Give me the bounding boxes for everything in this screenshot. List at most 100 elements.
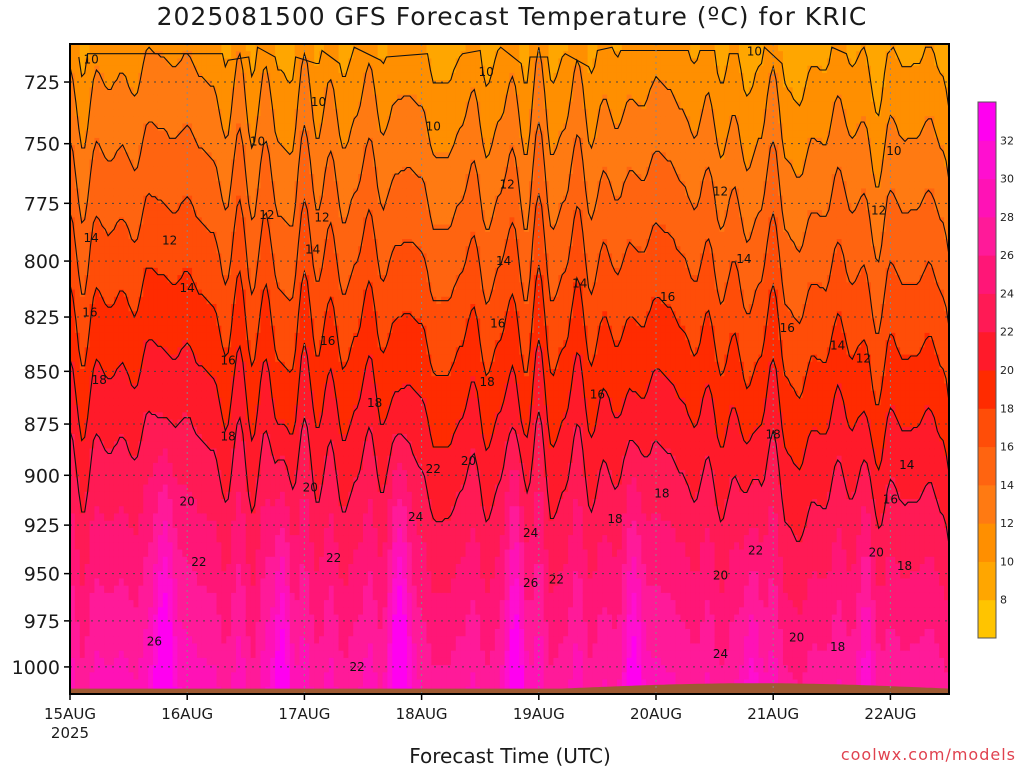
temperature-cell: [79, 506, 86, 515]
temperature-cell: [113, 643, 120, 652]
temperature-cell: [192, 527, 198, 536]
temperature-cell: [123, 260, 130, 269]
temperature-cell: [192, 477, 198, 486]
temperature-cell: [260, 239, 266, 247]
temperature-cell: [328, 166, 335, 175]
temperature-cell: [323, 332, 330, 341]
temperature-cell: [70, 441, 76, 450]
temperature-cell: [211, 260, 218, 269]
temperature-cell: [270, 347, 276, 356]
temperature-cell: [231, 600, 237, 608]
temperature-cell: [157, 556, 164, 565]
temperature-cell: [138, 455, 144, 464]
temperature-cell: [221, 152, 227, 161]
temperature-cell: [118, 304, 125, 312]
temperature-cell: [284, 657, 291, 666]
temperature-cell: [177, 325, 183, 334]
temperature-cell: [221, 614, 227, 623]
temperature-cell: [148, 643, 154, 652]
temperature-cell: [328, 72, 335, 81]
temperature-cell: [94, 462, 100, 471]
temperature-cell: [289, 275, 296, 283]
temperature-cell: [70, 231, 76, 240]
temperature-cell: [211, 679, 218, 688]
temperature-cell: [294, 188, 301, 197]
temperature-cell: [187, 152, 193, 161]
temperature-cell: [187, 549, 193, 558]
temperature-cell: [192, 159, 198, 168]
temperature-cell: [323, 405, 330, 413]
temperature-cell: [284, 585, 291, 594]
temperature-cell: [226, 513, 232, 522]
temperature-cell: [284, 65, 291, 74]
temperature-cell: [148, 361, 154, 370]
temperature-cell: [260, 137, 266, 146]
temperature-cell: [182, 101, 188, 110]
temperature-cell: [284, 369, 291, 377]
temperature-cell: [240, 470, 247, 478]
temperature-cell: [79, 556, 86, 565]
temperature-cell: [319, 434, 325, 442]
temperature-cell: [153, 130, 159, 139]
temperature-cell: [289, 311, 296, 320]
temperature-cell: [94, 72, 100, 81]
temperature-cell: [211, 109, 218, 117]
temperature-cell: [109, 614, 115, 623]
temperature-cell: [221, 571, 227, 580]
temperature-cell: [284, 101, 291, 110]
temperature-cell: [309, 556, 315, 565]
temperature-cell: [275, 80, 281, 88]
temperature-cell: [192, 296, 198, 305]
temperature-cell: [182, 152, 188, 161]
temperature-cell: [138, 224, 144, 233]
temperature-cell: [323, 383, 330, 392]
temperature-cell: [236, 499, 242, 507]
temperature-cell: [192, 491, 198, 500]
temperature-cell: [201, 246, 208, 255]
temperature-cell: [113, 188, 120, 197]
temperature-cell: [240, 304, 247, 312]
temperature-cell: [128, 592, 135, 601]
temperature-cell: [187, 455, 193, 464]
temperature-cell: [319, 441, 325, 450]
temperature-cell: [201, 72, 208, 81]
temperature-cell: [226, 419, 232, 428]
temperature-cell: [123, 679, 130, 688]
temperature-cell: [240, 195, 247, 204]
temperature-cell: [89, 195, 96, 204]
temperature-cell: [74, 426, 81, 435]
temperature-cell: [187, 412, 193, 421]
temperature-cell: [319, 311, 325, 320]
temperature-cell: [275, 224, 281, 233]
temperature-cell: [84, 426, 91, 435]
temperature-cell: [275, 607, 281, 616]
temperature-cell: [250, 224, 257, 233]
temperature-cell: [167, 629, 174, 637]
temperature-cell: [294, 231, 301, 240]
temperature-cell: [196, 491, 203, 500]
temperature-cell: [118, 332, 125, 341]
temperature-cell: [138, 513, 144, 522]
temperature-cell: [304, 506, 310, 515]
temperature-cell: [70, 267, 76, 276]
temperature-cell: [240, 166, 247, 175]
temperature-cell: [128, 181, 135, 190]
temperature-cell: [128, 332, 135, 341]
temperature-cell: [104, 202, 110, 211]
temperature-cell: [148, 520, 154, 529]
temperature-cell: [221, 159, 227, 168]
temperature-cell: [289, 181, 296, 190]
temperature-cell: [211, 621, 218, 630]
temperature-cell: [123, 578, 130, 587]
temperature-cell: [162, 614, 169, 623]
temperature-cell: [104, 181, 110, 190]
temperature-cell: [309, 657, 315, 666]
temperature-cell: [206, 318, 213, 327]
temperature-cell: [148, 614, 154, 623]
temperature-cell: [216, 434, 222, 442]
temperature-cell: [182, 361, 188, 370]
temperature-cell: [70, 614, 76, 623]
temperature-cell: [79, 390, 86, 399]
temperature-cell: [201, 224, 208, 233]
temperature-cell: [128, 629, 135, 637]
